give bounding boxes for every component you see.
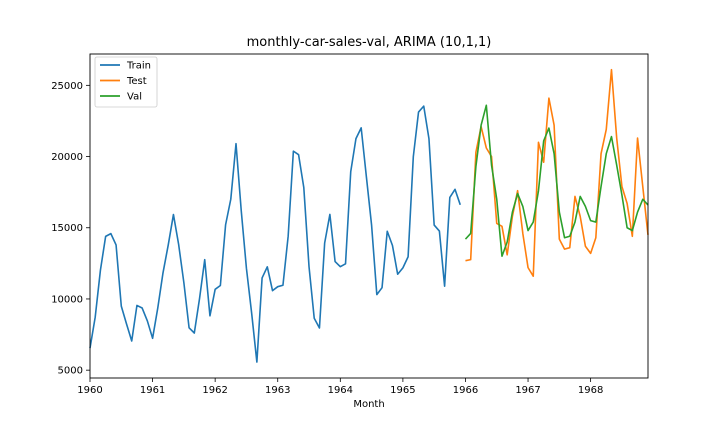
x-tick-label: 1961 (140, 385, 165, 396)
chart-title: monthly-car-sales-val, ARIMA (10,1,1) (247, 35, 492, 50)
x-tick-label: 1966 (453, 385, 478, 396)
legend-label-val: Val (127, 92, 142, 103)
legend-label-test: Test (126, 76, 147, 87)
y-tick-label: 5000 (58, 366, 83, 377)
x-tick-label: 1962 (202, 385, 227, 396)
x-tick-label: 1963 (265, 385, 290, 396)
x-tick-label: 1968 (578, 385, 603, 396)
y-tick-label: 25000 (51, 81, 83, 92)
x-tick-label: 1967 (515, 385, 540, 396)
x-tick-label: 1960 (77, 385, 102, 396)
y-axis: 5000 10000 15000 20000 25000 (51, 81, 90, 377)
y-tick-label: 15000 (51, 223, 83, 234)
y-tick-label: 20000 (51, 152, 83, 163)
x-axis: 1960 1961 1962 1963 1964 1965 1966 1967 1968 (77, 378, 603, 396)
legend: Train Test Val (94, 56, 158, 108)
series-layer (89, 68, 649, 363)
x-axis-label: Month (353, 399, 384, 410)
x-tick-label: 1964 (328, 385, 353, 396)
legend-label-train: Train (126, 61, 151, 72)
plot-frame (89, 53, 649, 379)
x-tick-label: 1965 (390, 385, 415, 396)
legend-box (94, 56, 158, 108)
y-tick-label: 10000 (51, 294, 83, 305)
series-line-val (464, 104, 649, 258)
series-line-train (89, 105, 462, 363)
